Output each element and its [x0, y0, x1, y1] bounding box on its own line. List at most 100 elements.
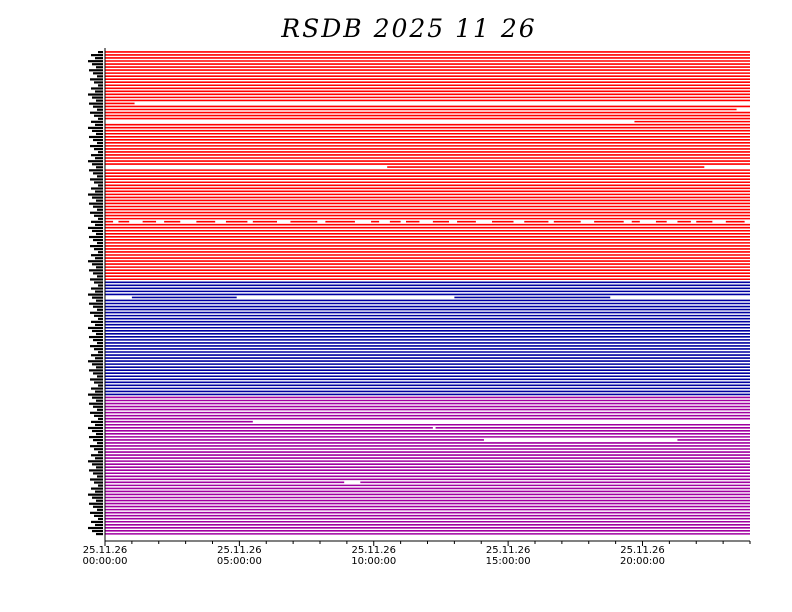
station-label [98, 184, 103, 187]
station-label [96, 166, 103, 169]
x-tick-time: 00:00:00 [83, 556, 128, 567]
station-label [93, 105, 103, 108]
station-label [89, 269, 103, 272]
station-label [96, 232, 103, 236]
station-label [91, 287, 103, 290]
station-label [98, 484, 103, 487]
station-label [93, 172, 103, 175]
station-label [98, 84, 103, 87]
station-label [96, 399, 103, 402]
station-label [89, 469, 103, 472]
station-label [90, 345, 103, 348]
station-label [97, 241, 103, 245]
station-label [88, 293, 103, 296]
x-tick-date: 25.11.26 [351, 545, 396, 556]
station-label [88, 460, 103, 463]
station-label [88, 360, 103, 363]
station-label [92, 163, 103, 166]
station-label [90, 411, 103, 414]
station-label [90, 278, 103, 281]
station-label [89, 69, 103, 72]
station-rows [105, 51, 750, 535]
station-label [92, 196, 103, 199]
station-label [92, 296, 103, 299]
station-label [92, 363, 103, 366]
station-label [90, 211, 103, 214]
x-tick-time: 20:00:00 [620, 556, 665, 567]
station-label [90, 478, 103, 481]
station-label [94, 148, 103, 151]
station-label [97, 442, 103, 445]
station-label [93, 138, 103, 142]
station-label [88, 226, 103, 230]
station-label [95, 457, 103, 460]
station-label [90, 245, 103, 248]
station-label [96, 432, 103, 436]
station-label [95, 323, 103, 327]
station-label [94, 81, 103, 84]
station-label [93, 505, 103, 508]
station-label [96, 366, 103, 369]
station-label [97, 175, 103, 178]
station-label [95, 423, 103, 427]
station-label [95, 257, 103, 260]
station-label [89, 302, 103, 305]
station-label [94, 314, 103, 317]
station-label [94, 514, 103, 517]
station-label [92, 529, 103, 533]
station-label [92, 463, 103, 466]
station-label [89, 102, 103, 105]
station-label [98, 417, 103, 420]
station-label [92, 396, 103, 399]
station-label [88, 193, 103, 196]
station-label [91, 87, 103, 90]
station-label [97, 475, 103, 478]
station-label [97, 342, 103, 345]
station-label [93, 338, 103, 342]
station-label [89, 335, 103, 339]
station-label [88, 60, 103, 63]
station-label [88, 326, 103, 330]
station-label [88, 393, 103, 396]
station-label [88, 493, 103, 496]
station-label [88, 160, 103, 163]
station-label [90, 445, 103, 448]
station-label [97, 275, 103, 278]
x-tick-date: 25.11.26 [486, 545, 531, 556]
station-label [91, 187, 103, 190]
station-label [94, 281, 103, 284]
station-label [89, 402, 103, 405]
station-label [96, 332, 103, 336]
station-label [95, 523, 103, 527]
station-label [91, 520, 103, 524]
station-label [91, 320, 103, 323]
station-label [95, 223, 103, 226]
station-label [95, 123, 103, 126]
station-label [91, 220, 103, 223]
station-label [97, 75, 103, 78]
station-label [95, 157, 103, 160]
station-label [92, 129, 103, 133]
x-tick-date: 25.11.26 [83, 545, 128, 556]
station-label [95, 490, 103, 493]
station-label [94, 414, 103, 417]
station-label [98, 517, 103, 521]
station-label [91, 387, 103, 390]
station-label [98, 451, 103, 454]
station-label [96, 99, 103, 102]
station-label [89, 169, 103, 172]
station-label [95, 57, 103, 60]
station-label [90, 311, 103, 314]
station-label [94, 348, 103, 351]
station-label [98, 117, 103, 120]
station-label [94, 448, 103, 451]
station-label [92, 429, 103, 433]
station-label [96, 66, 103, 69]
station-label [88, 260, 103, 263]
station-label [95, 357, 103, 360]
station-label [90, 78, 103, 81]
station-label [95, 190, 103, 193]
station-label [93, 305, 103, 308]
station-label [94, 181, 103, 184]
station-label [96, 266, 103, 269]
